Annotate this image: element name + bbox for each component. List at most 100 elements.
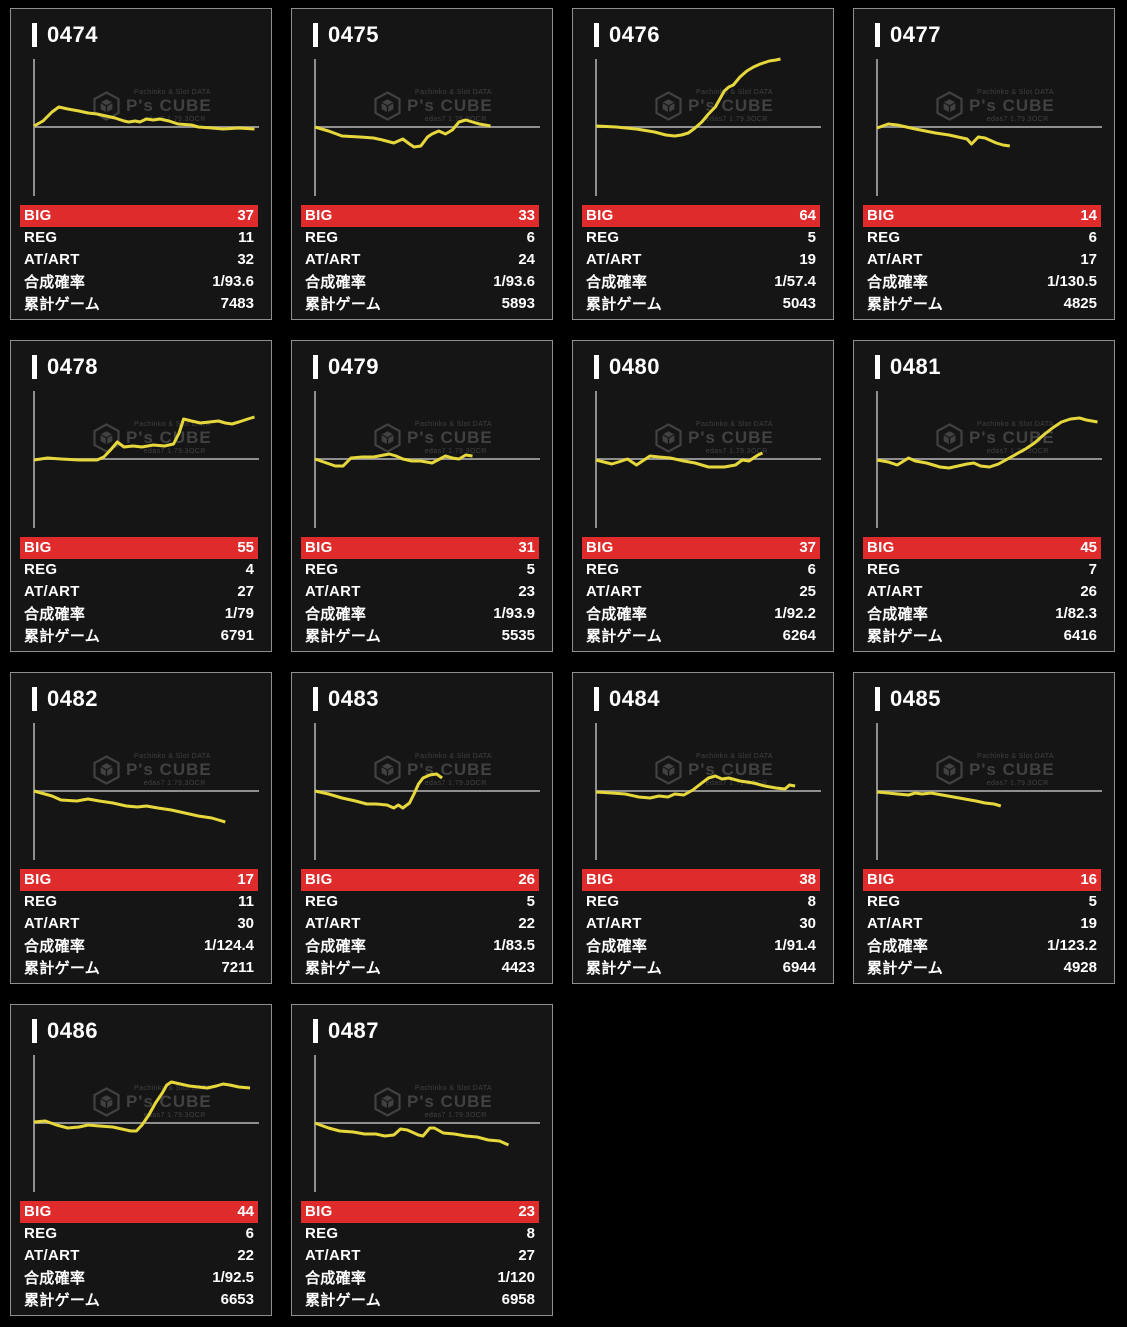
stats-table: BIG 16 REG 5 AT/ART 19 合成確率 1/123.2 累計ゲー… xyxy=(863,869,1101,978)
stat-row-reg: REG 5 xyxy=(863,891,1101,913)
stat-value-reg: 5 xyxy=(1088,893,1097,911)
stat-row-atart: AT/ART 30 xyxy=(20,913,258,935)
stat-value-rate: 1/79 xyxy=(224,604,254,622)
machine-card-0485[interactable]: 0485 Pachinko & Slot DATA P's CUBE edas7… xyxy=(853,672,1115,984)
stat-row-atart: AT/ART 27 xyxy=(20,581,258,603)
stat-label-games: 累計ゲーム xyxy=(867,959,944,977)
stat-row-rate: 合成確率 1/92.2 xyxy=(582,602,820,624)
stats-table: BIG 37 REG 11 AT/ART 32 合成確率 1/93.6 累計ゲー… xyxy=(20,205,258,314)
watermark-small-text-top: Pachinko & Slot DATA xyxy=(977,89,1054,96)
ps-cube-logo-icon xyxy=(93,755,120,785)
watermark-text: Pachinko & Slot DATA P's CUBE edas7 1.79… xyxy=(407,1085,493,1119)
stat-label-rate: 合成確率 xyxy=(24,605,86,623)
stat-value-big: 33 xyxy=(518,207,535,225)
machine-number: 0482 xyxy=(47,686,98,711)
machine-card-0487[interactable]: 0487 Pachinko & Slot DATA P's CUBE edas7… xyxy=(291,1004,553,1316)
title-marker-bar xyxy=(875,355,880,379)
stat-label-reg: REG xyxy=(586,561,620,579)
stat-value-reg: 5 xyxy=(526,561,535,579)
watermark-small-text-bottom: edas7 1.79.3OCR xyxy=(143,1111,206,1119)
stat-row-reg: REG 8 xyxy=(582,891,820,913)
machine-card-0483[interactable]: 0483 Pachinko & Slot DATA P's CUBE edas7… xyxy=(291,672,553,984)
stat-label-rate: 合成確率 xyxy=(24,937,86,955)
stat-value-atart: 22 xyxy=(237,1246,254,1264)
stat-label-reg: REG xyxy=(305,893,339,911)
watermark-small-text-bottom: edas7 1.79.3OCR xyxy=(986,779,1049,787)
watermark-text: Pachinko & Slot DATA P's CUBE edas7 1.79… xyxy=(969,89,1055,123)
machine-card-0481[interactable]: 0481 Pachinko & Slot DATA P's CUBE edas7… xyxy=(853,340,1115,652)
watermark-text: Pachinko & Slot DATA P's CUBE edas7 1.79… xyxy=(688,753,774,787)
slump-chart: Pachinko & Slot DATA P's CUBE edas7 1.79… xyxy=(573,723,835,860)
zero-line xyxy=(876,126,1102,128)
machine-card-0486[interactable]: 0486 Pachinko & Slot DATA P's CUBE edas7… xyxy=(10,1004,272,1316)
stat-value-rate: 1/93.9 xyxy=(493,604,535,622)
stats-table: BIG 55 REG 4 AT/ART 27 合成確率 1/79 累計ゲーム 6… xyxy=(20,537,258,646)
stat-value-reg: 11 xyxy=(238,893,254,911)
stat-value-games: 6944 xyxy=(782,958,816,976)
slump-chart: Pachinko & Slot DATA P's CUBE edas7 1.79… xyxy=(292,1055,554,1192)
stat-value-reg: 6 xyxy=(1088,229,1097,247)
slump-chart: Pachinko & Slot DATA P's CUBE edas7 1.79… xyxy=(854,59,1116,196)
stat-row-games: 累計ゲーム 4928 xyxy=(863,956,1101,978)
machine-card-0482[interactable]: 0482 Pachinko & Slot DATA P's CUBE edas7… xyxy=(10,672,272,984)
stat-label-atart: AT/ART xyxy=(305,582,361,600)
stat-label-games: 累計ゲーム xyxy=(305,959,382,977)
stat-value-reg: 6 xyxy=(807,561,816,579)
title-marker-bar xyxy=(32,355,37,379)
stat-value-big: 64 xyxy=(799,207,816,225)
stat-value-reg: 8 xyxy=(526,1225,535,1243)
watermark-brand-text: P's CUBE xyxy=(407,428,493,447)
watermark-brand-text: P's CUBE xyxy=(969,96,1055,115)
stat-label-reg: REG xyxy=(586,229,620,247)
machine-card-0478[interactable]: 0478 Pachinko & Slot DATA P's CUBE edas7… xyxy=(10,340,272,652)
stats-table: BIG 26 REG 5 AT/ART 22 合成確率 1/83.5 累計ゲーム… xyxy=(301,869,539,978)
title-marker-bar xyxy=(32,1019,37,1043)
stat-row-rate: 合成確率 1/123.2 xyxy=(863,934,1101,956)
card-header: 0478 xyxy=(32,354,98,380)
zero-line xyxy=(314,126,540,128)
stat-value-big: 37 xyxy=(799,539,816,557)
machine-card-0475[interactable]: 0475 Pachinko & Slot DATA P's CUBE edas7… xyxy=(291,8,553,320)
stat-value-big: 26 xyxy=(518,871,535,889)
machine-card-0479[interactable]: 0479 Pachinko & Slot DATA P's CUBE edas7… xyxy=(291,340,553,652)
stat-value-big: 44 xyxy=(237,1203,254,1221)
watermark-small-text-bottom: edas7 1.79.3OCR xyxy=(143,447,206,455)
stat-label-big: BIG xyxy=(24,1203,52,1221)
watermark-small-text-top: Pachinko & Slot DATA xyxy=(134,89,211,96)
watermark-small-text-bottom: edas7 1.79.3OCR xyxy=(705,447,768,455)
stat-row-big: BIG 37 xyxy=(20,205,258,227)
watermark-text: Pachinko & Slot DATA P's CUBE edas7 1.79… xyxy=(969,753,1055,787)
machine-card-0477[interactable]: 0477 Pachinko & Slot DATA P's CUBE edas7… xyxy=(853,8,1115,320)
machine-card-0474[interactable]: 0474 Pachinko & Slot DATA P's CUBE edas7… xyxy=(10,8,272,320)
stat-row-reg: REG 11 xyxy=(20,227,258,249)
watermark-text: Pachinko & Slot DATA P's CUBE edas7 1.79… xyxy=(969,421,1055,455)
stat-row-atart: AT/ART 25 xyxy=(582,581,820,603)
stat-value-reg: 6 xyxy=(245,1225,254,1243)
slump-chart: Pachinko & Slot DATA P's CUBE edas7 1.79… xyxy=(573,391,835,528)
stat-value-atart: 19 xyxy=(799,250,816,268)
stat-value-games: 4825 xyxy=(1063,294,1097,312)
ps-cube-logo-icon xyxy=(93,423,120,453)
stat-value-big: 55 xyxy=(237,539,254,557)
stat-row-reg: REG 7 xyxy=(863,559,1101,581)
stat-row-games: 累計ゲーム 6944 xyxy=(582,956,820,978)
card-header: 0474 xyxy=(32,22,98,48)
machine-card-0476[interactable]: 0476 Pachinko & Slot DATA P's CUBE edas7… xyxy=(572,8,834,320)
machine-card-0480[interactable]: 0480 Pachinko & Slot DATA P's CUBE edas7… xyxy=(572,340,834,652)
zero-line xyxy=(314,458,540,460)
machine-number: 0474 xyxy=(47,22,98,47)
slump-line xyxy=(314,452,473,468)
stat-label-rate: 合成確率 xyxy=(586,937,648,955)
watermark-text: Pachinko & Slot DATA P's CUBE edas7 1.79… xyxy=(688,421,774,455)
stat-row-rate: 合成確率 1/79 xyxy=(20,602,258,624)
machine-card-0484[interactable]: 0484 Pachinko & Slot DATA P's CUBE edas7… xyxy=(572,672,834,984)
stat-row-big: BIG 38 xyxy=(582,869,820,891)
stat-value-atart: 27 xyxy=(518,1246,535,1264)
stat-row-atart: AT/ART 22 xyxy=(20,1245,258,1267)
stat-row-rate: 合成確率 1/91.4 xyxy=(582,934,820,956)
stat-row-atart: AT/ART 27 xyxy=(301,1245,539,1267)
stat-row-rate: 合成確率 1/93.9 xyxy=(301,602,539,624)
stat-label-games: 累計ゲーム xyxy=(586,627,663,645)
zero-line xyxy=(876,458,1102,460)
watermark-brand-text: P's CUBE xyxy=(407,1092,493,1111)
